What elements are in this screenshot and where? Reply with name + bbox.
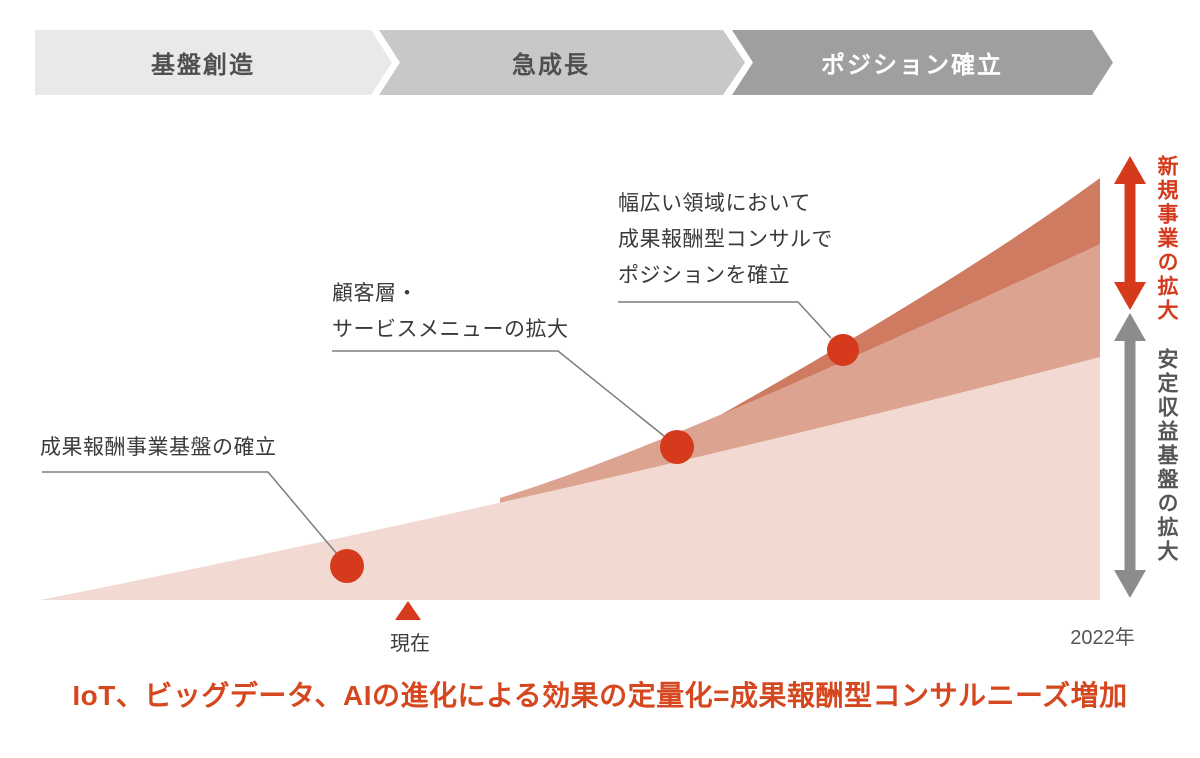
footer-headline: IoT、ビッグデータ、AIの進化による効果の定量化=成果報酬型コンサルニーズ増加: [72, 680, 1128, 711]
stable-revenue-label: 安定収益基盤の拡大: [1155, 348, 1178, 564]
leader-line-1: [42, 471, 338, 555]
phase-chevron-2: [379, 30, 745, 95]
phase-label-foundation: 基盤創造: [151, 52, 255, 79]
annotation-position: 幅広い領域において 成果報酬型コンサルで ポジションを確立: [618, 192, 833, 287]
leader-line-3: [618, 301, 832, 339]
new-business-label: 新規事業の拡大: [1155, 155, 1178, 323]
milestone-dot-3: [827, 334, 859, 366]
stable-revenue-range-arrow-icon: [1114, 313, 1146, 598]
milestone-dot-2: [660, 430, 694, 464]
now-marker-triangle-icon: [395, 601, 421, 620]
annotation-foundation: 成果報酬事業基盤の確立: [40, 436, 277, 459]
year-label: 2022年: [1070, 627, 1135, 649]
new-business-range-arrow-icon: [1114, 156, 1146, 310]
growth-area-stable-base: [40, 357, 1100, 600]
phase-chevron-1: [35, 30, 392, 95]
phase-label-position: ポジション確立: [821, 52, 1003, 79]
now-label: 現在: [390, 633, 430, 655]
leader-line-2: [332, 350, 665, 437]
annotation-service-expansion: 顧客層・ サービスメニューの拡大: [332, 282, 569, 341]
phase-label-rapid-growth: 急成長: [512, 52, 590, 79]
phase-chevron-3: [732, 30, 1113, 95]
milestone-dot-1: [330, 549, 364, 583]
